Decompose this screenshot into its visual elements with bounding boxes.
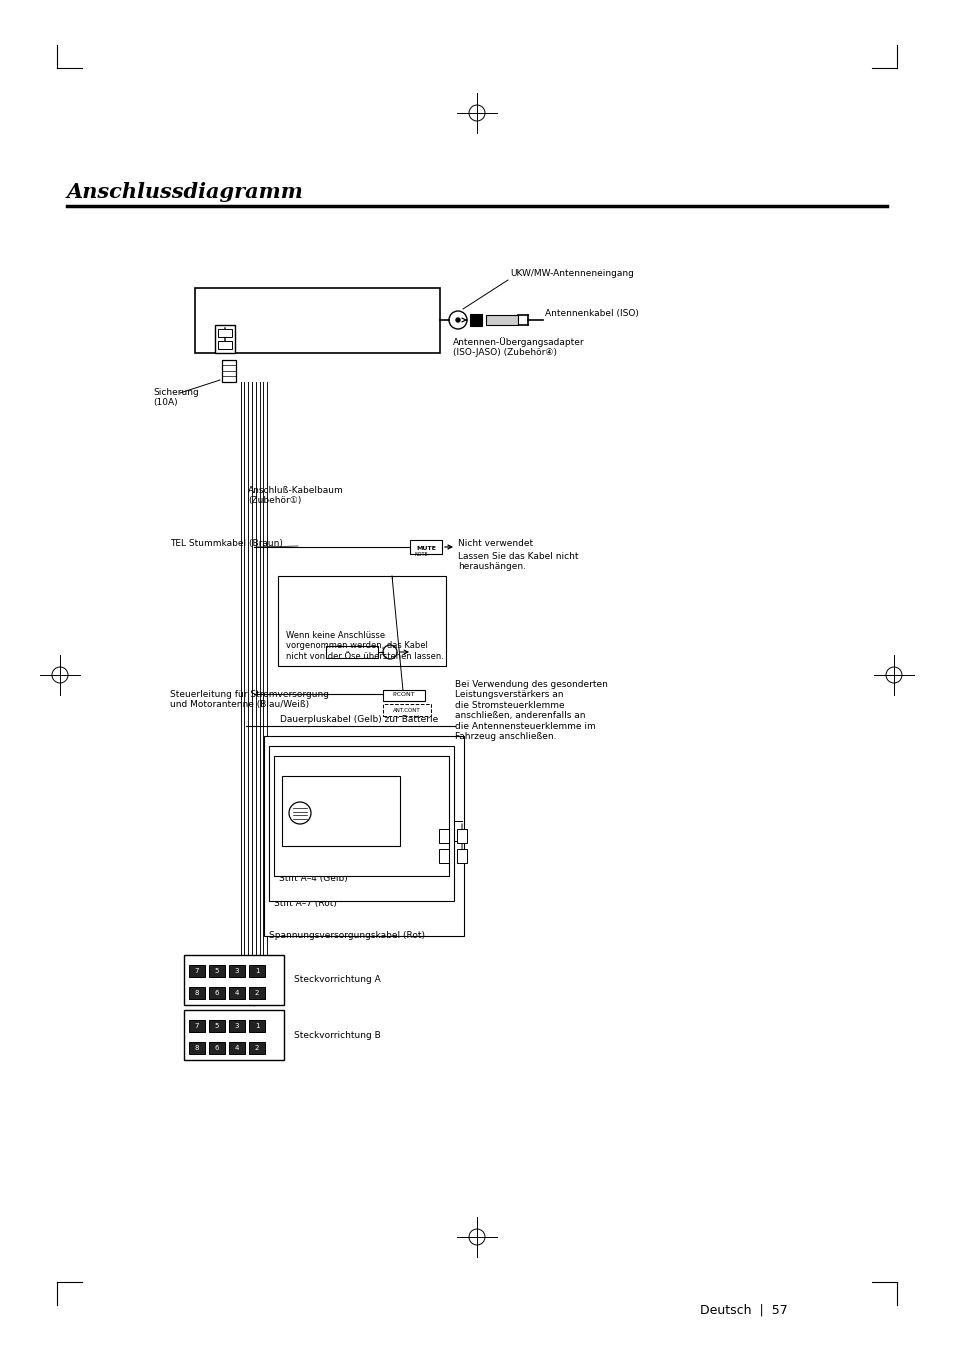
Text: Deutsch  |  57: Deutsch | 57: [700, 1304, 787, 1316]
Bar: [470, 315, 481, 325]
Text: ANT.CONT: ANT.CONT: [393, 707, 420, 713]
Bar: [189, 987, 205, 999]
Bar: [282, 776, 399, 846]
Text: P.CONT: P.CONT: [393, 693, 415, 698]
Bar: [382, 690, 424, 701]
Bar: [209, 965, 225, 977]
Text: 8: 8: [194, 990, 199, 996]
Bar: [438, 849, 449, 863]
Text: Wenn keine Anschlüsse
vorgenommen werden, das Kabel
nicht von der Öse überstehen: Wenn keine Anschlüsse vorgenommen werden…: [286, 630, 443, 660]
Text: 1: 1: [254, 968, 259, 973]
Bar: [274, 756, 449, 876]
Bar: [189, 1021, 205, 1031]
Text: 4: 4: [234, 990, 239, 996]
Text: Anschluß-Kabelbaum
(Zubehör①): Anschluß-Kabelbaum (Zubehör①): [248, 486, 343, 505]
Bar: [485, 315, 517, 325]
Bar: [438, 829, 449, 842]
Bar: [326, 647, 377, 657]
Text: 5: 5: [214, 968, 219, 973]
Bar: [229, 987, 245, 999]
Text: 1: 1: [254, 1023, 259, 1029]
Bar: [229, 1021, 245, 1031]
Text: Dauerpluskabel (Gelb) zur Batterie: Dauerpluskabel (Gelb) zur Batterie: [280, 716, 437, 724]
Bar: [249, 965, 265, 977]
Text: Anschlussdiagramm: Anschlussdiagramm: [67, 182, 304, 202]
Text: NOTE: NOTE: [415, 552, 428, 558]
Text: Siehe die folgende
Seite.: Siehe die folgende Seite.: [319, 832, 405, 850]
Text: Steuerleitung für Stromversorgung
und Motorantenne (Blau/Weiß): Steuerleitung für Stromversorgung und Mo…: [170, 690, 329, 709]
Bar: [184, 1010, 284, 1060]
Bar: [269, 747, 454, 900]
Text: Steckvorrichtung A: Steckvorrichtung A: [294, 976, 380, 984]
Bar: [229, 1042, 245, 1054]
Text: 3: 3: [234, 968, 239, 973]
Text: Bei Verwendung des gesonderten
Leistungsverstärkers an
die Stromsteuerklemme
ans: Bei Verwendung des gesonderten Leistungs…: [455, 680, 607, 741]
Circle shape: [456, 319, 459, 323]
Bar: [214, 325, 234, 352]
Bar: [249, 987, 265, 999]
Text: Lassen Sie das Kabel nicht
heraushängen.: Lassen Sie das Kabel nicht heraushängen.: [457, 552, 578, 571]
Bar: [189, 1042, 205, 1054]
Text: 4: 4: [234, 1045, 239, 1052]
Bar: [249, 1042, 265, 1054]
Bar: [229, 965, 245, 977]
Text: 7: 7: [194, 968, 199, 973]
Text: Stift A–4 (Gelb): Stift A–4 (Gelb): [278, 873, 348, 883]
Text: 7: 7: [194, 1023, 199, 1029]
Text: Antennenkabel (ISO): Antennenkabel (ISO): [544, 309, 639, 319]
Text: MUTE: MUTE: [416, 545, 436, 551]
Text: TEL Stummkabel (Braun): TEL Stummkabel (Braun): [170, 539, 283, 548]
Text: Steckvorrichtung B: Steckvorrichtung B: [294, 1030, 380, 1040]
Text: 3: 3: [234, 1023, 239, 1029]
Text: 6: 6: [214, 1045, 219, 1052]
Text: UKW/MW-Antenneneingang: UKW/MW-Antenneneingang: [510, 269, 633, 278]
Text: 6: 6: [214, 990, 219, 996]
Bar: [209, 1021, 225, 1031]
Text: 2: 2: [254, 1045, 259, 1052]
Text: Antennen-Übergangsadapter
(ISO-JASO) (Zubehör④): Antennen-Übergangsadapter (ISO-JASO) (Zu…: [453, 338, 584, 358]
Text: Sicherung
(10A): Sicherung (10A): [152, 387, 198, 408]
Bar: [209, 1042, 225, 1054]
Text: Spannungsversorgungskabel (Rot): Spannungsversorgungskabel (Rot): [269, 931, 424, 940]
Bar: [456, 829, 467, 842]
Bar: [189, 965, 205, 977]
Bar: [249, 1021, 265, 1031]
Text: 2: 2: [254, 990, 259, 996]
Bar: [382, 703, 431, 716]
Bar: [194, 288, 439, 352]
Text: 5: 5: [214, 1023, 219, 1029]
Bar: [218, 342, 232, 350]
Bar: [209, 987, 225, 999]
Bar: [222, 360, 235, 382]
Bar: [264, 736, 463, 936]
Bar: [410, 540, 441, 553]
Text: 8: 8: [194, 1045, 199, 1052]
Text: Nicht verwendet: Nicht verwendet: [457, 539, 533, 548]
Bar: [218, 329, 232, 338]
Text: Stift A–7 (Rot): Stift A–7 (Rot): [274, 899, 336, 909]
Bar: [184, 954, 284, 1004]
Bar: [456, 849, 467, 863]
Bar: [277, 576, 446, 666]
